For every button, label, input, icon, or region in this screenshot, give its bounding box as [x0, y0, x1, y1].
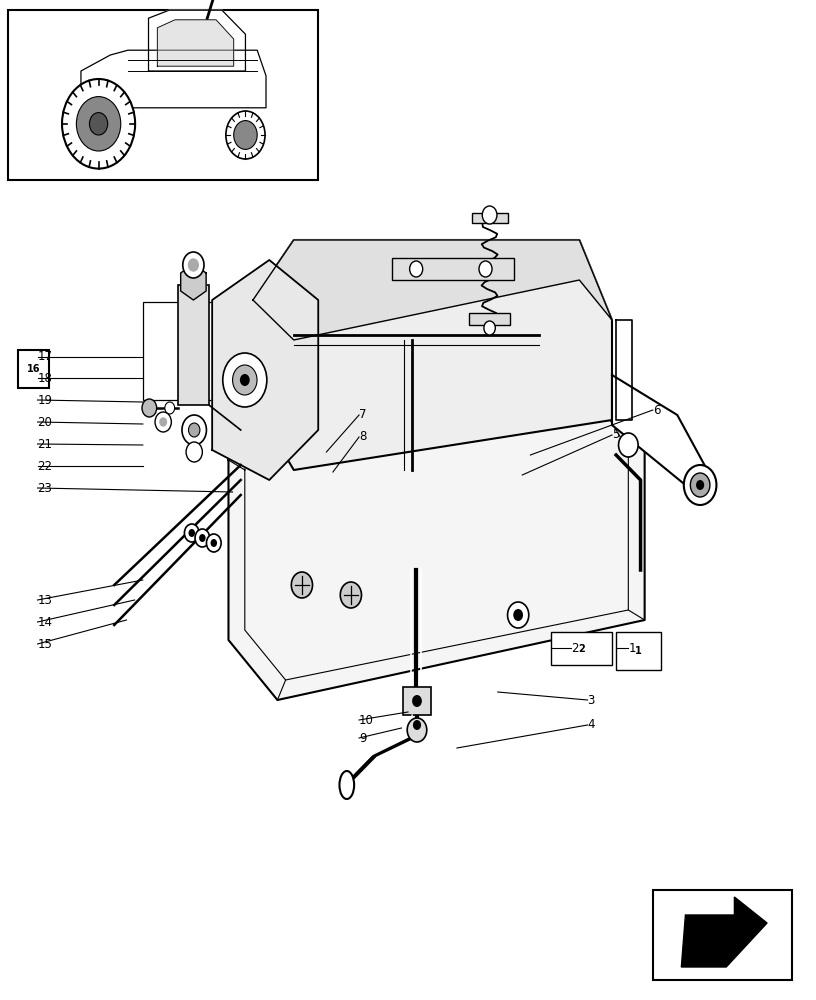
Text: 2: 2	[578, 644, 585, 654]
Bar	[178, 285, 209, 405]
Text: 22: 22	[38, 460, 52, 473]
Polygon shape	[253, 240, 612, 340]
Circle shape	[184, 524, 199, 542]
Circle shape	[340, 582, 361, 608]
Polygon shape	[616, 320, 632, 420]
Circle shape	[77, 97, 121, 151]
Circle shape	[684, 465, 716, 505]
Text: 3: 3	[588, 694, 595, 706]
Bar	[472, 213, 508, 223]
Text: 20: 20	[38, 416, 52, 428]
Circle shape	[165, 402, 175, 414]
Text: 6: 6	[653, 403, 660, 416]
Text: 18: 18	[38, 371, 52, 384]
Bar	[469, 313, 510, 325]
Circle shape	[410, 261, 423, 277]
Circle shape	[479, 261, 492, 277]
Circle shape	[182, 415, 206, 445]
Text: 5: 5	[612, 428, 619, 442]
Text: 19: 19	[38, 393, 52, 406]
Circle shape	[206, 534, 221, 552]
Circle shape	[407, 718, 427, 742]
Polygon shape	[180, 264, 206, 300]
Text: 4: 4	[588, 718, 595, 732]
Text: 7: 7	[359, 408, 366, 422]
Bar	[8, 10, 318, 180]
Circle shape	[195, 529, 210, 547]
Circle shape	[90, 113, 108, 135]
Text: 10: 10	[359, 714, 374, 726]
Polygon shape	[149, 10, 246, 71]
Circle shape	[183, 252, 204, 278]
Circle shape	[413, 720, 421, 730]
Circle shape	[690, 473, 710, 497]
Polygon shape	[228, 350, 645, 700]
Text: 16: 16	[27, 364, 40, 374]
Text: 2: 2	[571, 642, 579, 654]
Circle shape	[513, 609, 523, 621]
Circle shape	[160, 418, 166, 426]
Ellipse shape	[339, 771, 354, 799]
Circle shape	[188, 259, 198, 271]
Text: 1: 1	[635, 646, 642, 656]
Polygon shape	[253, 240, 612, 470]
Circle shape	[233, 121, 257, 149]
Circle shape	[484, 321, 495, 335]
Circle shape	[619, 433, 638, 457]
Bar	[403, 687, 431, 715]
Text: 23: 23	[38, 482, 52, 494]
Circle shape	[508, 602, 529, 628]
Circle shape	[291, 572, 313, 598]
Circle shape	[186, 442, 202, 462]
Bar	[143, 302, 237, 400]
Text: 14: 14	[38, 615, 52, 629]
Circle shape	[211, 539, 217, 547]
Text: 17: 17	[38, 351, 52, 363]
Bar	[392, 258, 514, 280]
Bar	[551, 632, 612, 665]
Circle shape	[62, 79, 135, 169]
Text: 8: 8	[359, 430, 366, 444]
Circle shape	[226, 111, 265, 159]
Circle shape	[482, 206, 497, 224]
Polygon shape	[681, 897, 767, 967]
Text: 9: 9	[359, 732, 366, 744]
Bar	[18, 350, 49, 388]
Bar	[616, 632, 661, 670]
Circle shape	[142, 399, 157, 417]
Circle shape	[155, 412, 171, 432]
Circle shape	[696, 480, 704, 490]
Polygon shape	[612, 375, 710, 495]
Text: 21: 21	[38, 438, 52, 450]
Circle shape	[199, 534, 206, 542]
Text: 1: 1	[628, 642, 636, 654]
Circle shape	[188, 423, 200, 437]
Circle shape	[188, 529, 195, 537]
Circle shape	[412, 695, 422, 707]
Circle shape	[233, 365, 257, 395]
Text: 13: 13	[38, 593, 52, 606]
Polygon shape	[157, 20, 233, 66]
Bar	[653, 890, 792, 980]
Circle shape	[223, 353, 267, 407]
Polygon shape	[81, 50, 266, 108]
Text: 15: 15	[38, 638, 52, 650]
Circle shape	[240, 374, 250, 386]
Polygon shape	[212, 260, 318, 480]
